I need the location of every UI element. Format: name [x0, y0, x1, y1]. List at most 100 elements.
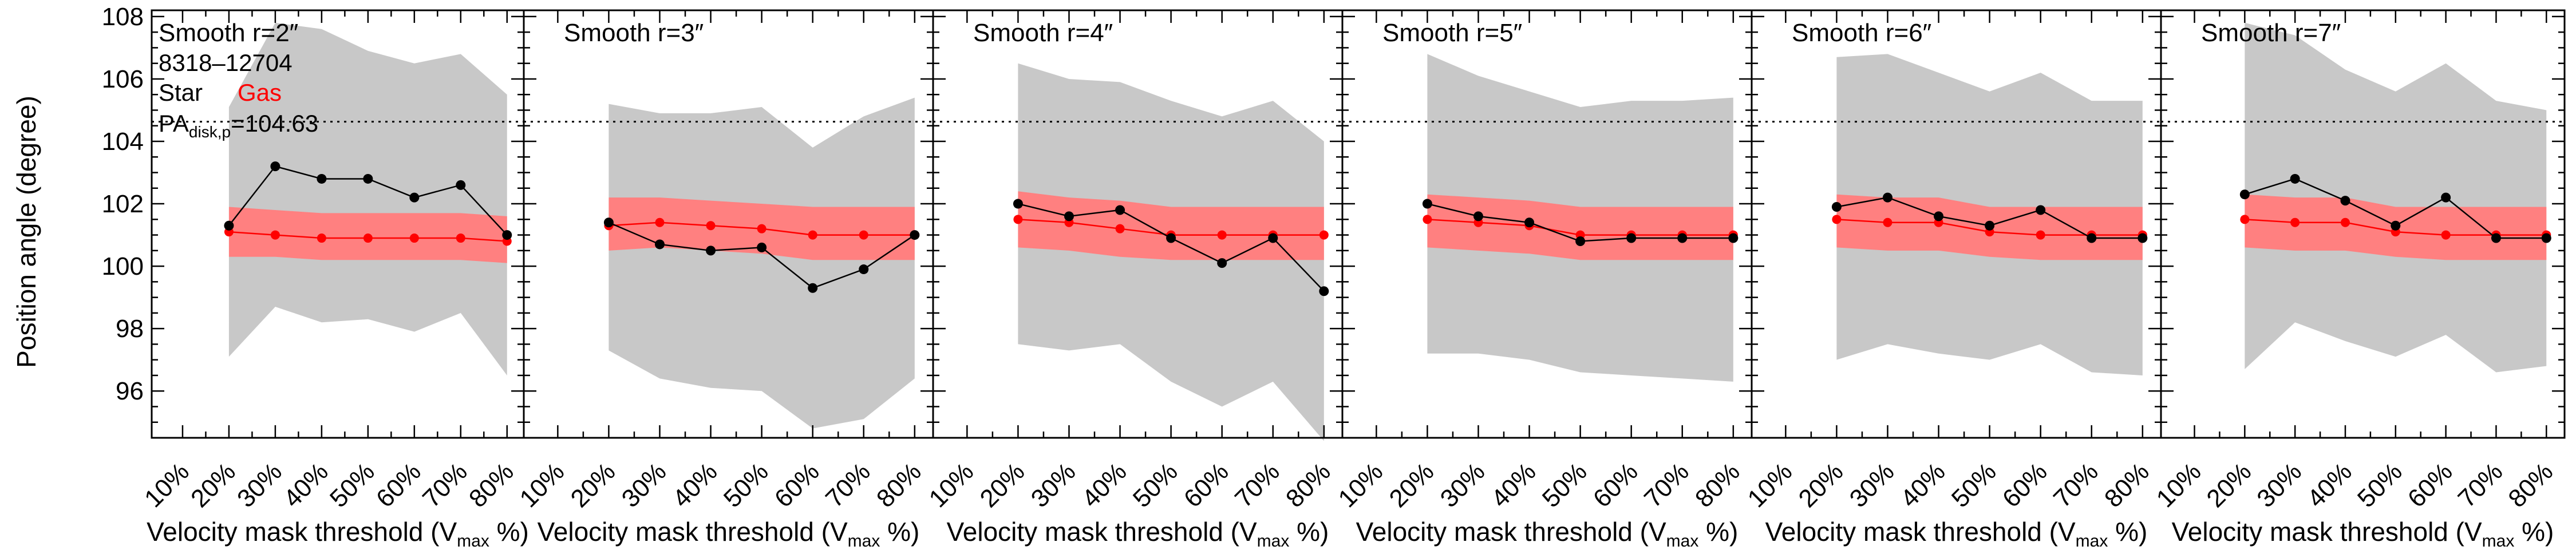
gas-point — [2340, 217, 2350, 227]
x-tick-label: 60% — [769, 457, 825, 513]
gas-point — [2240, 215, 2250, 224]
x-tick-label: 70% — [820, 457, 876, 513]
star-point — [2391, 220, 2401, 231]
star-uncertainty-band — [609, 97, 915, 429]
panel-title: Smooth r=3″ — [564, 19, 704, 47]
x-tick-label: 70% — [417, 457, 473, 513]
x-tick-label: 30% — [232, 457, 287, 513]
y-tick-label: 104 — [102, 128, 144, 156]
x-tick-label: 40% — [1486, 457, 1542, 513]
x-tick-label: 10% — [1742, 457, 1797, 513]
star-point — [1115, 205, 1125, 215]
y-tick-label: 96 — [116, 377, 144, 405]
x-tick-label: 50% — [2352, 457, 2408, 513]
x-tick-label: 10% — [923, 457, 979, 513]
x-tick-label: 30% — [1435, 457, 1491, 513]
x-tick-label: 30% — [1844, 457, 1900, 513]
star-point — [1319, 286, 1329, 296]
x-tick-label: 70% — [1639, 457, 1694, 513]
gas-point — [2036, 230, 2045, 240]
star-uncertainty-band — [2245, 22, 2547, 373]
star-point — [2441, 192, 2451, 203]
star-point — [456, 180, 466, 190]
y-tick-label: 98 — [116, 315, 144, 343]
panel-3: 10%20%30%40%50%60%70%80% Velocity mask th… — [923, 9, 1344, 551]
star-point — [1985, 220, 1995, 231]
panel-title: Smooth r=7″ — [2201, 19, 2341, 47]
gas-point — [706, 221, 716, 231]
star-point — [808, 283, 818, 293]
gas-point — [363, 234, 373, 243]
x-tick-label: 40% — [278, 457, 334, 513]
x-axis-title: Velocity mask threshold (Vmax %) — [538, 517, 920, 551]
x-tick-label: 40% — [1895, 457, 1951, 513]
x-tick-label: 80% — [871, 457, 927, 513]
x-tick-label: 70% — [2453, 457, 2508, 513]
star-point — [224, 220, 234, 231]
star-point — [1882, 192, 1893, 203]
x-tick-label: 40% — [2302, 457, 2357, 513]
x-tick-label: 50% — [325, 457, 380, 513]
x-tick-label: 20% — [566, 457, 621, 513]
star-point — [270, 161, 280, 172]
gas-point — [409, 234, 419, 243]
gas-legend-label: Gas — [238, 79, 282, 106]
x-axis-title: Velocity mask threshold (Vmax %) — [1765, 517, 2148, 551]
y-axis-title: Position angle (degree) — [11, 96, 41, 368]
gas-point — [2441, 230, 2451, 240]
x-tick-label: 10% — [2151, 457, 2207, 513]
star-point — [1268, 233, 1278, 243]
x-tick-label: 60% — [371, 457, 426, 513]
star-point — [1831, 202, 1842, 212]
x-tick-label: 50% — [1537, 457, 1593, 513]
x-tick-label: 20% — [1793, 457, 1849, 513]
y-tick-label: 106 — [102, 65, 144, 93]
x-tick-label: 60% — [1588, 457, 1643, 513]
gas-point — [1319, 230, 1329, 240]
panel-title: Smooth r=6″ — [1792, 19, 1931, 47]
panel-title: Smooth r=4″ — [973, 19, 1113, 47]
gas-point — [2290, 217, 2300, 227]
x-tick-label: 30% — [1026, 457, 1081, 513]
x-tick-label: 20% — [975, 457, 1030, 513]
y-tick-label: 100 — [102, 252, 144, 280]
star-point — [363, 173, 373, 184]
x-tick-label: 80% — [464, 457, 519, 513]
star-point — [2087, 233, 2097, 243]
gas-point — [1013, 215, 1023, 224]
star-point — [910, 230, 920, 240]
panel-5: 10%20%30%40%50%60%70%80% Velocity mask th… — [1742, 9, 2162, 551]
gas-point — [1832, 215, 1842, 224]
x-tick-label: 70% — [2048, 457, 2104, 513]
gas-point — [808, 230, 817, 240]
panel-2: 10%20%30%40%50%60%70%80% Velocity mask th… — [514, 9, 934, 551]
x-tick-label: 60% — [2403, 457, 2458, 513]
x-tick-label: 70% — [1230, 457, 1285, 513]
star-uncertainty-band — [228, 22, 507, 375]
star-point — [317, 173, 327, 184]
gas-point — [655, 217, 665, 227]
star-point — [603, 217, 614, 228]
gas-uncertainty-band — [1018, 191, 1324, 260]
x-axis-title: Velocity mask threshold (Vmax %) — [947, 517, 1329, 551]
x-tick-label: 50% — [1946, 457, 2002, 513]
gas-point — [1423, 215, 1432, 224]
panel-4: 10%20%30%40%50%60%70%80% Velocity mask th… — [1333, 9, 1753, 551]
panel-1: 96 98 100 102 104 106 108 10%20%30%40%50%60%70%… — [102, 3, 529, 551]
star-point — [2138, 233, 2148, 243]
panel-frame — [2160, 9, 2566, 439]
x-tick-label: 80% — [1281, 457, 1336, 513]
gas-point — [317, 234, 326, 243]
star-point — [1013, 199, 1023, 209]
star-point — [1524, 217, 1535, 228]
x-tick-label: 80% — [1690, 457, 1745, 513]
x-axis-title: Velocity mask threshold (Vmax %) — [147, 517, 529, 551]
x-tick-label: 30% — [617, 457, 672, 513]
star-point — [1934, 211, 1944, 221]
gas-point — [270, 230, 280, 240]
star-point — [654, 239, 665, 250]
star-point — [1217, 258, 1227, 268]
gas-point — [859, 230, 868, 240]
star-point — [1728, 233, 1739, 243]
